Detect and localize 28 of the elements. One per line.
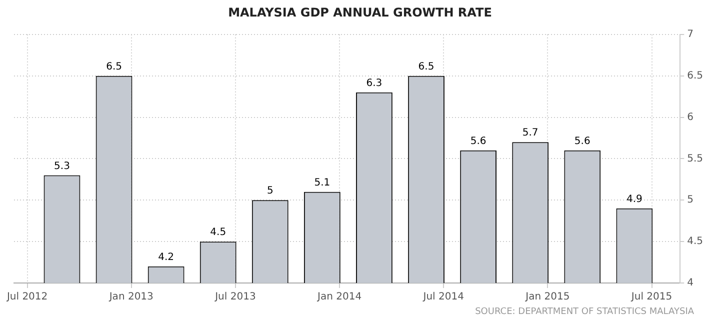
- y-tick-label: 6: [687, 112, 694, 123]
- data-label: 6.3: [366, 78, 382, 89]
- data-label: 6.5: [418, 61, 434, 72]
- data-label: 5.7: [522, 128, 538, 139]
- data-label: 5.1: [314, 177, 330, 188]
- data-label: 4.5: [210, 227, 226, 238]
- x-tick-label: Jan 2013: [108, 292, 154, 303]
- data-label: 5.6: [470, 136, 486, 148]
- y-tick-label: 6.5: [687, 70, 704, 82]
- y-tick-label: 7: [687, 28, 694, 40]
- x-tick-label: Jul 2012: [6, 292, 48, 303]
- data-label: 5.3: [54, 160, 70, 172]
- data-label: 5.6: [574, 136, 590, 148]
- y-tick-label: 4.5: [687, 236, 704, 248]
- y-tick-label: 5.5: [687, 153, 704, 164]
- chart-title: MALAYSIA GDP ANNUAL GROWTH RATE: [228, 5, 492, 20]
- y-tick-label: 4: [687, 278, 694, 289]
- x-tick-label: Jul 2013: [214, 292, 256, 303]
- y-tick-label: 5: [687, 194, 694, 206]
- source-note: SOURCE: DEPARTMENT OF STATISTICS MALAYSIA: [475, 306, 695, 317]
- data-label: 5: [266, 186, 274, 197]
- data-label: 6.5: [106, 61, 122, 72]
- x-tick-label: Jul 2015: [630, 292, 672, 303]
- x-tick-label: Jan 2015: [524, 292, 570, 303]
- data-label: 4.9: [626, 194, 642, 206]
- x-tick-label: Jan 2014: [316, 292, 362, 303]
- data-label: 4.2: [158, 252, 174, 264]
- x-tick-label: Jul 2014: [422, 292, 464, 303]
